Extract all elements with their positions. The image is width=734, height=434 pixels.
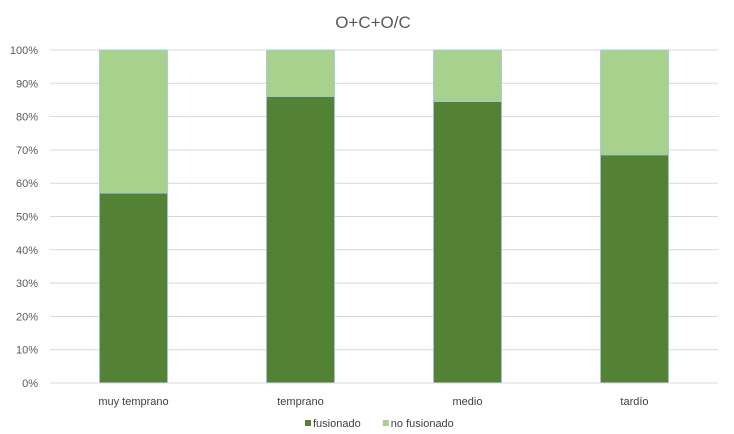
bar-fusionado-3: [600, 154, 669, 384]
legend-swatch: [382, 420, 389, 426]
y-tick-label: 40%: [16, 245, 38, 257]
bar-fusionado-1: [266, 96, 335, 384]
y-tick-label: 80%: [16, 112, 38, 124]
y-axis-labels: 0% 10% 20% 30% 40% 50% 60% 70% 80% 90% 100%: [10, 45, 38, 390]
y-tick-label: 70%: [16, 145, 38, 157]
x-tick-label: medio: [453, 396, 483, 408]
legend: fusionado no fusionado: [305, 418, 454, 430]
y-tick-label: 50%: [16, 212, 38, 224]
legend-label: no fusionado: [391, 418, 454, 430]
x-tick-label: temprano: [277, 396, 323, 408]
legend-label: fusionado: [313, 418, 361, 430]
x-tick-label: tardío: [620, 396, 648, 408]
bar-fusionado-2: [433, 101, 502, 384]
bar-no-fusionado-1: [266, 49, 335, 97]
bar-no-fusionado-0: [99, 49, 168, 194]
y-tick-label: 60%: [16, 178, 38, 190]
y-tick-label: 30%: [16, 278, 38, 290]
y-tick-label: 10%: [16, 345, 38, 357]
legend-swatch: [305, 420, 311, 426]
bar-no-fusionado-2: [433, 49, 502, 102]
x-tick-label: muy temprano: [98, 396, 168, 408]
y-tick-label: 20%: [16, 311, 38, 323]
y-tick-label: 100%: [10, 45, 38, 57]
y-tick-label: 0%: [22, 378, 38, 390]
bar-no-fusionado-3: [600, 49, 669, 156]
chart-title: O+C+O/C: [335, 13, 411, 32]
y-tick-label: 90%: [16, 78, 38, 90]
bar-fusionado-0: [99, 192, 168, 384]
x-axis-labels: muy temprano temprano medio tardío: [98, 396, 648, 408]
